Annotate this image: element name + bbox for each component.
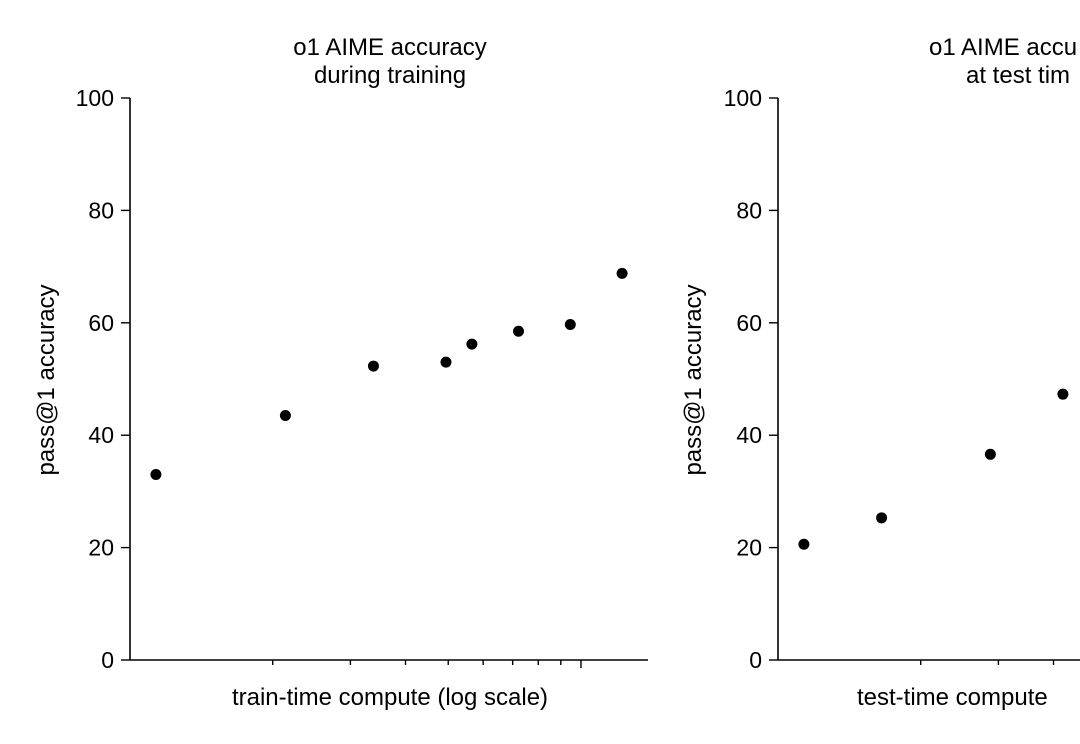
data-points (798, 388, 1069, 550)
data-point (150, 469, 162, 481)
data-point (616, 267, 628, 279)
data-point (513, 325, 524, 337)
y-axis-label: pass@1 accuracy (33, 284, 60, 475)
y-tick-label: 40 (88, 422, 114, 448)
y-tick-label: 20 (736, 535, 762, 561)
x-axis-label: test-time compute (857, 684, 1048, 711)
y-tick-label: 0 (101, 647, 114, 673)
chart-panel-training: o1 AIME accuracy during training pass@1 … (33, 34, 648, 711)
y-tick-label: 60 (736, 310, 762, 336)
chart-title-line-1: o1 AIME accu (929, 34, 1077, 61)
y-tick-label: 20 (88, 535, 114, 561)
chart-title-line-1: o1 AIME accuracy (293, 34, 486, 61)
data-point (798, 538, 810, 550)
y-tick-label: 100 (724, 85, 762, 111)
chart-title-line-2: during training (314, 62, 466, 89)
y-tick-label: 100 (76, 85, 114, 111)
y-tick-label: 80 (88, 197, 114, 223)
data-point (1057, 388, 1069, 400)
data-point (367, 360, 379, 372)
chart-title-line-2: at test tim (966, 62, 1070, 89)
y-tick-label: 0 (749, 647, 762, 673)
data-point (440, 356, 452, 368)
x-axis-label: train-time compute (log scale) (232, 684, 548, 711)
data-point (984, 448, 996, 460)
data-points (150, 267, 628, 481)
data-point (876, 512, 888, 524)
data-point (564, 318, 576, 330)
y-tick-label: 80 (736, 197, 762, 223)
y-tick-label: 60 (88, 310, 114, 336)
data-point (279, 410, 291, 422)
chart-panel-test-time: o1 AIME accu at test tim pass@1 accuracy… (680, 34, 1080, 711)
axes: 0 20 40 60 80 100 (76, 85, 648, 673)
y-tick-label: 40 (736, 422, 762, 448)
axes: 0 20 40 60 80 100 (724, 85, 1080, 673)
data-point (466, 338, 478, 350)
y-axis-label: pass@1 accuracy (680, 284, 707, 475)
